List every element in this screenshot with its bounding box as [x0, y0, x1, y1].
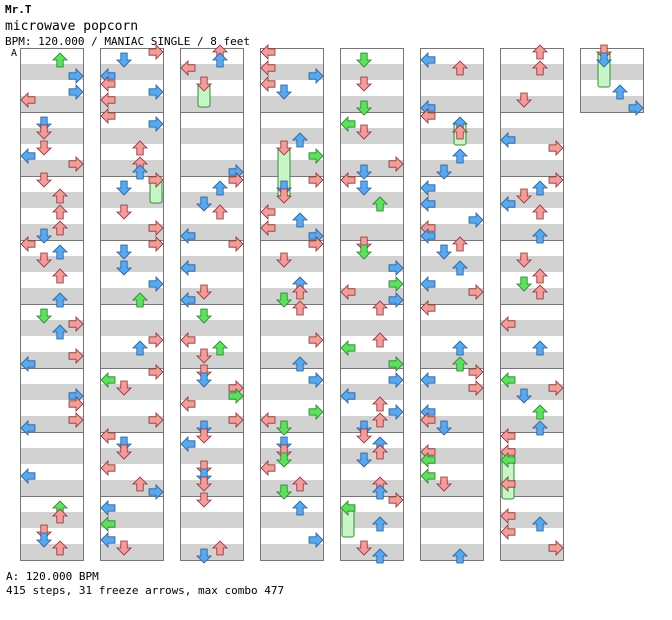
chart-info: BPM: 120.000 / MANIAC SINGLE / 8 feet [5, 35, 251, 48]
chart-column-2 [100, 48, 164, 561]
song-title: microwave popcorn [5, 19, 139, 34]
chart-column-3 [180, 48, 244, 561]
chart-column-4 [260, 48, 324, 561]
song-artist: Mr.T [5, 3, 32, 16]
chart-column-7 [500, 48, 564, 561]
step-chart [20, 44, 644, 564]
chart-column-1 [20, 48, 84, 561]
bpm-segment-marker: A [11, 48, 18, 59]
chart-column-6 [420, 48, 484, 561]
chart-stats: 415 steps, 31 freeze arrows, max combo 4… [6, 584, 285, 597]
bpm-summary: A: 120.000 BPM [6, 570, 99, 583]
chart-column-8 [580, 48, 644, 113]
chart-column-5 [340, 48, 404, 561]
